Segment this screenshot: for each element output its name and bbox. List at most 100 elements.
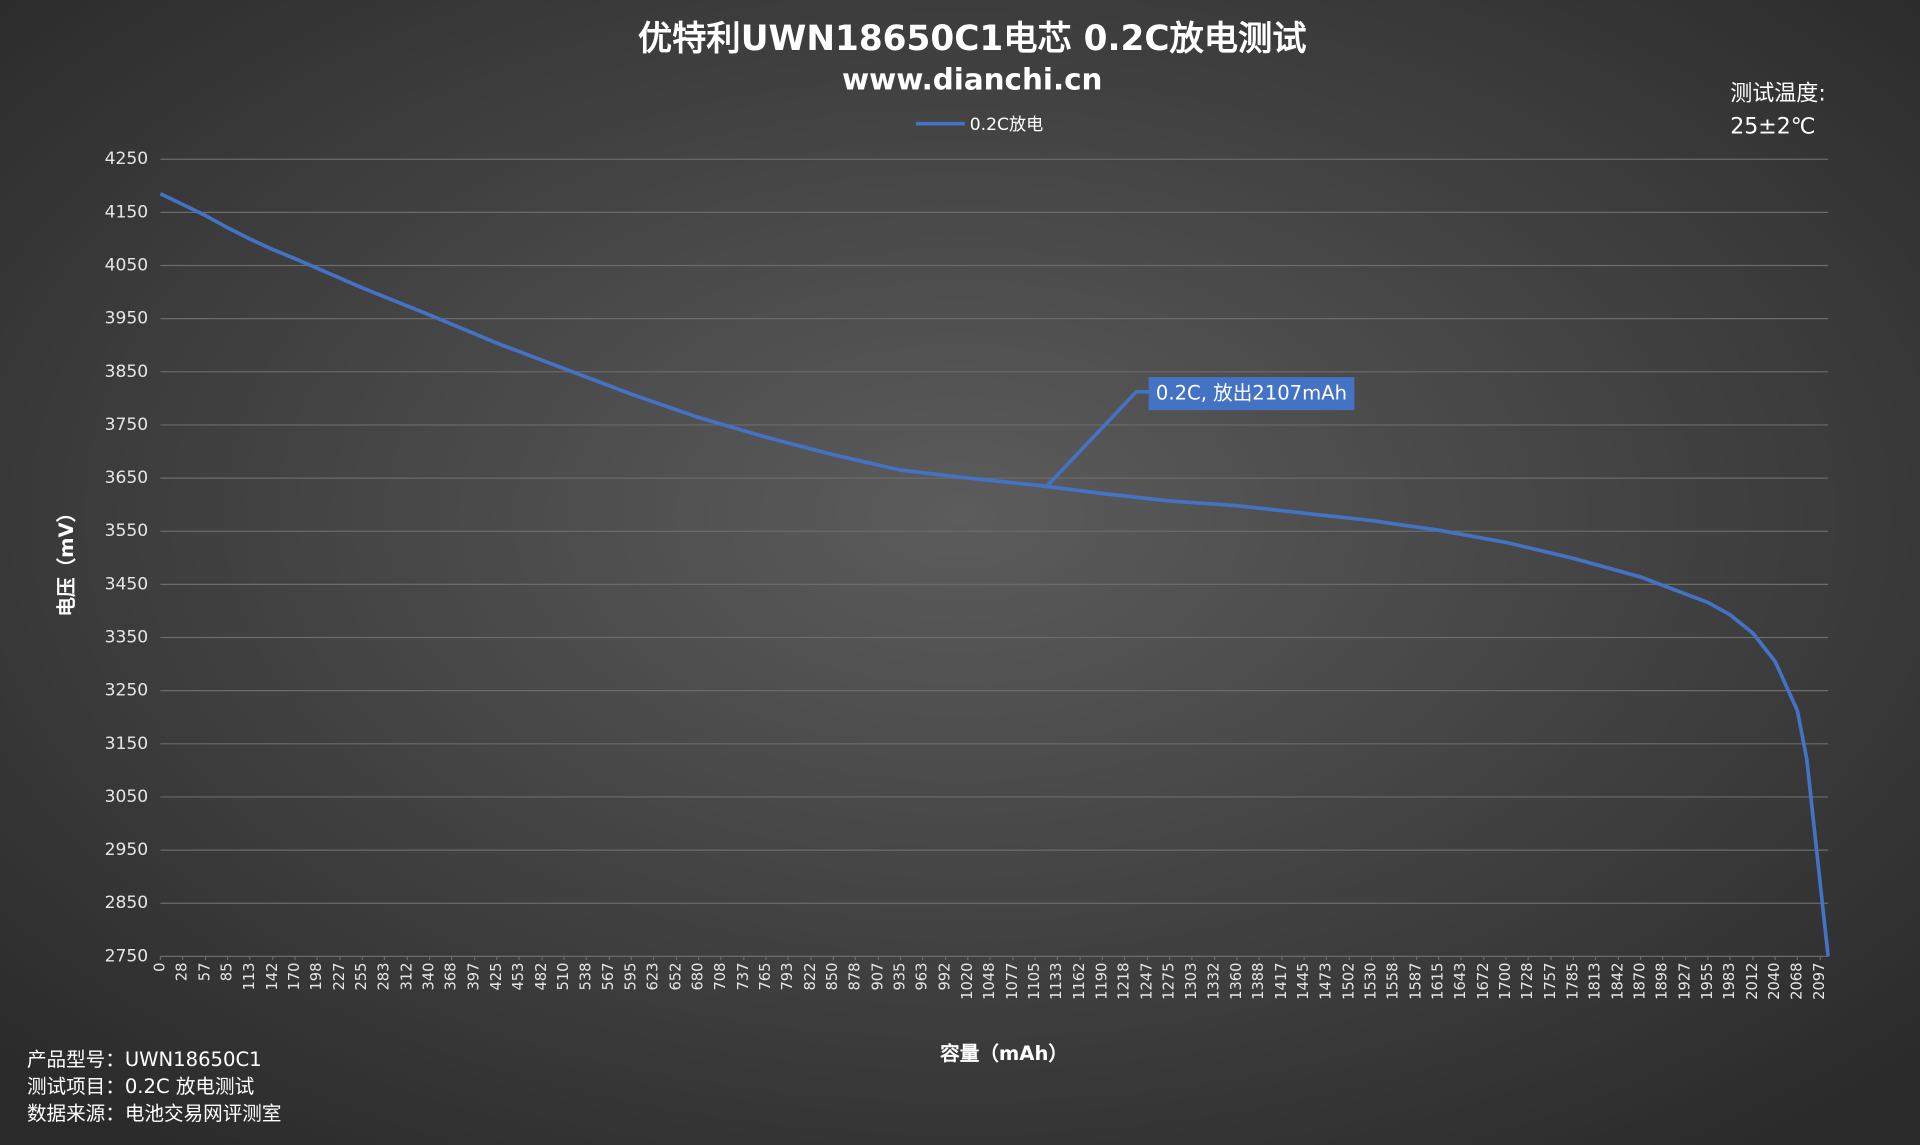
x-tick-label: 963 [914, 963, 931, 991]
chart-title: 优特利UWN18650C1电芯 0.2C放电测试 [638, 19, 1307, 59]
x-tick-label: 510 [555, 963, 572, 991]
x-tick-label: 1842 [1609, 963, 1626, 1000]
x-tick-label: 2040 [1766, 963, 1783, 1000]
x-tick-label: 567 [600, 963, 617, 991]
x-tick-label: 1473 [1317, 963, 1334, 1000]
x-tick-label: 708 [712, 963, 729, 991]
x-tick-label: 1048 [981, 963, 998, 1000]
y-tick-label: 3250 [105, 681, 149, 701]
x-tick-label: 2068 [1788, 963, 1805, 1000]
x-tick-label: 57 [197, 963, 214, 982]
x-tick-label: 340 [421, 963, 438, 991]
note: 测试项目：0.2C 放电测试 [27, 1075, 254, 1098]
x-tick-label: 1445 [1295, 963, 1312, 1000]
y-tick-label: 2950 [105, 840, 149, 860]
x-tick-label: 425 [488, 963, 505, 991]
x-tick-label: 1643 [1452, 963, 1469, 1000]
x-tick-label: 992 [937, 963, 954, 991]
x-tick-label: 1218 [1115, 963, 1132, 1000]
x-tick-label: 737 [735, 963, 752, 991]
x-tick-label: 142 [264, 963, 281, 991]
x-tick-label: 170 [286, 963, 303, 991]
x-tick-label: 1983 [1721, 963, 1738, 1000]
y-tick-label: 3050 [105, 787, 149, 807]
y-tick-label: 3850 [105, 362, 149, 382]
x-tick-label: 1332 [1206, 963, 1223, 1000]
note: 产品型号：UWN18650C1 [27, 1048, 262, 1071]
y-tick-label: 3950 [105, 309, 149, 329]
x-axis-label: 容量（mAh） [940, 1042, 1068, 1065]
temperature: 25±2℃ [1730, 114, 1815, 139]
y-tick-label: 3150 [105, 734, 149, 754]
x-tick-label: 1785 [1564, 963, 1581, 1000]
x-tick-label: 28 [174, 963, 191, 982]
x-tick-label: 2097 [1811, 963, 1828, 1000]
y-tick-label: 2850 [105, 893, 149, 913]
x-tick-label: 227 [331, 963, 348, 991]
x-tick-label: 85 [219, 963, 236, 982]
x-tick-label: 935 [891, 963, 908, 991]
chart-subtitle: www.dianchi.cn [842, 62, 1102, 96]
x-tick-label: 1133 [1048, 963, 1065, 1000]
x-tick-label: 1303 [1183, 963, 1200, 1000]
x-tick-label: 1757 [1542, 963, 1559, 1000]
x-tick-label: 1870 [1632, 963, 1649, 1000]
y-tick-label: 4150 [105, 202, 149, 222]
y-tick-label: 3550 [105, 521, 149, 541]
x-tick-label: 255 [353, 963, 370, 991]
x-tick-label: 765 [757, 963, 774, 991]
x-tick-label: 538 [577, 963, 594, 991]
y-tick-label: 4250 [105, 149, 149, 169]
x-tick-label: 878 [846, 963, 863, 991]
x-tick-label: 397 [466, 963, 483, 991]
x-tick-label: 1927 [1677, 963, 1694, 1000]
x-tick-label: 283 [375, 963, 392, 991]
x-tick-label: 1190 [1093, 963, 1110, 1000]
y-tick-label: 2750 [105, 946, 149, 966]
x-tick-label: 1105 [1026, 963, 1043, 1000]
x-tick-label: 680 [690, 963, 707, 991]
x-tick-label: 1077 [1004, 963, 1021, 1000]
annotation-leader [1045, 389, 1149, 488]
note: 数据来源：电池交易网评测室 [27, 1102, 282, 1125]
y-tick-label: 3350 [105, 628, 149, 648]
x-tick-label: 1558 [1385, 963, 1402, 1000]
x-tick-label: 1275 [1161, 963, 1178, 1000]
temperature-label: 测试温度: [1730, 81, 1826, 106]
x-tick-label: 1955 [1699, 963, 1716, 1000]
x-tick-label: 1728 [1519, 963, 1536, 1000]
annotation-text: 0.2C, 放出2107mAh [1156, 382, 1347, 405]
x-tick-label: 453 [510, 963, 527, 991]
y-tick-label: 3650 [105, 468, 149, 488]
x-tick-label: 113 [241, 963, 258, 991]
x-tick-label: 1360 [1228, 963, 1245, 1000]
legend-label: 0.2C放电 [970, 115, 1043, 135]
x-tick-label: 1700 [1497, 963, 1514, 1000]
x-tick-label: 1615 [1430, 963, 1447, 1000]
x-tick-label: 1162 [1071, 963, 1088, 1000]
x-tick-label: 850 [824, 963, 841, 991]
x-tick-label: 1502 [1340, 963, 1357, 1000]
x-tick-label: 312 [398, 963, 415, 991]
y-tick-label: 3750 [105, 415, 149, 435]
x-tick-label: 623 [645, 963, 662, 991]
x-tick-label: 2012 [1744, 963, 1761, 1000]
annotation-box [1148, 377, 1355, 411]
x-tick-label: 1417 [1273, 963, 1290, 1000]
x-tick-label: 1898 [1654, 963, 1671, 1000]
x-tick-label: 1672 [1475, 963, 1492, 1000]
x-tick-label: 1813 [1586, 963, 1603, 1000]
x-tick-label: 1388 [1250, 963, 1267, 1000]
x-tick-label: 1530 [1362, 963, 1379, 1000]
x-tick-label: 595 [622, 963, 639, 991]
x-tick-label: 1247 [1138, 963, 1155, 1000]
x-tick-label: 482 [533, 963, 550, 991]
x-tick-label: 198 [308, 963, 325, 991]
x-tick-label: 1587 [1408, 963, 1425, 1000]
x-tick-label: 1020 [959, 963, 976, 1000]
x-tick-label: 368 [443, 963, 460, 991]
y-tick-label: 3450 [105, 574, 149, 594]
x-tick-label: 793 [779, 963, 796, 991]
